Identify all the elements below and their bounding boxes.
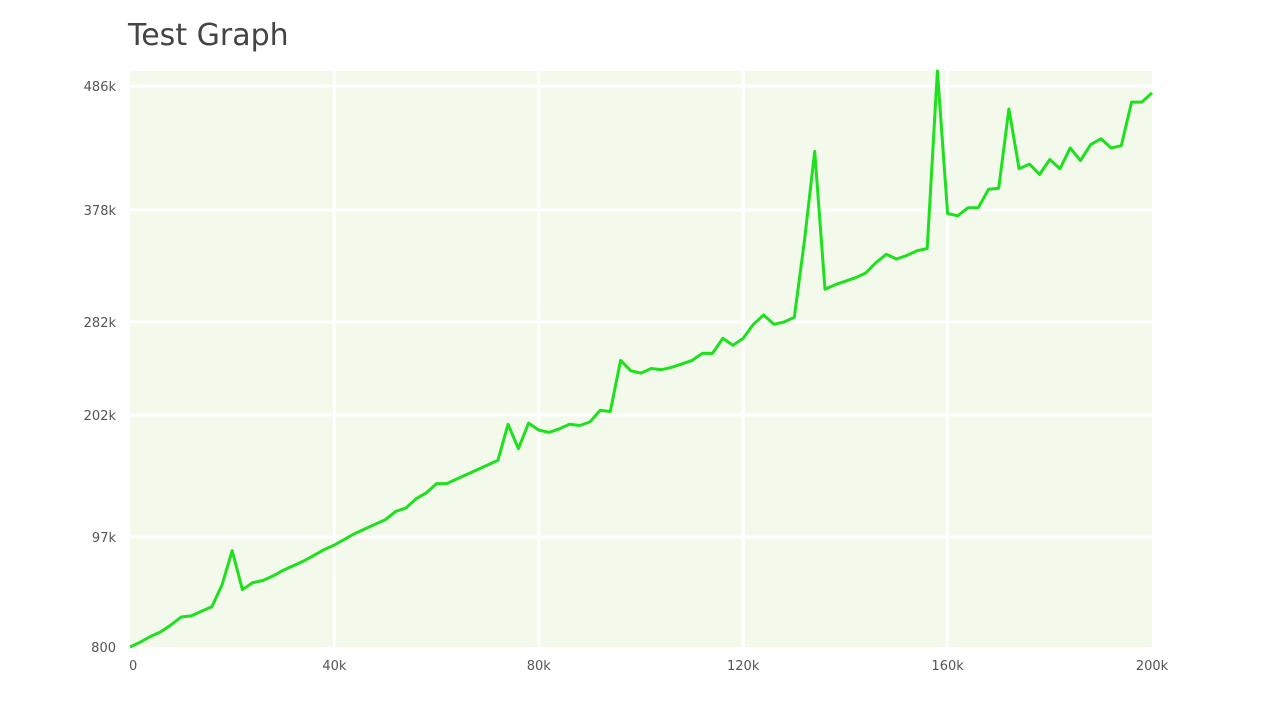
y-tick-label: 282k — [84, 316, 117, 331]
x-tick-label: 200k — [1136, 659, 1169, 674]
x-tick-label: 40k — [322, 659, 347, 674]
x-tick-label: 160k — [931, 659, 964, 674]
y-tick-label: 202k — [84, 409, 117, 424]
x-tick-label: 120k — [727, 659, 760, 674]
y-tick-label: 486k — [84, 80, 117, 95]
plot-background — [130, 71, 1152, 647]
series-lines — [129, 69, 1154, 649]
tick-labels: 0 40k 80k 120k 160k 200k 800 97k 202k 282k 378k 486… — [84, 80, 1169, 674]
y-tick-label: 378k — [84, 204, 117, 219]
chart-title: Test Graph — [128, 18, 289, 53]
grid-lines — [130, 71, 1152, 647]
y-tick-label: 800 — [91, 641, 116, 656]
series-line — [129, 69, 1154, 649]
x-tick-label: 0 — [129, 659, 137, 674]
y-tick-label: 97k — [92, 531, 117, 546]
x-tick-label: 80k — [527, 659, 552, 674]
